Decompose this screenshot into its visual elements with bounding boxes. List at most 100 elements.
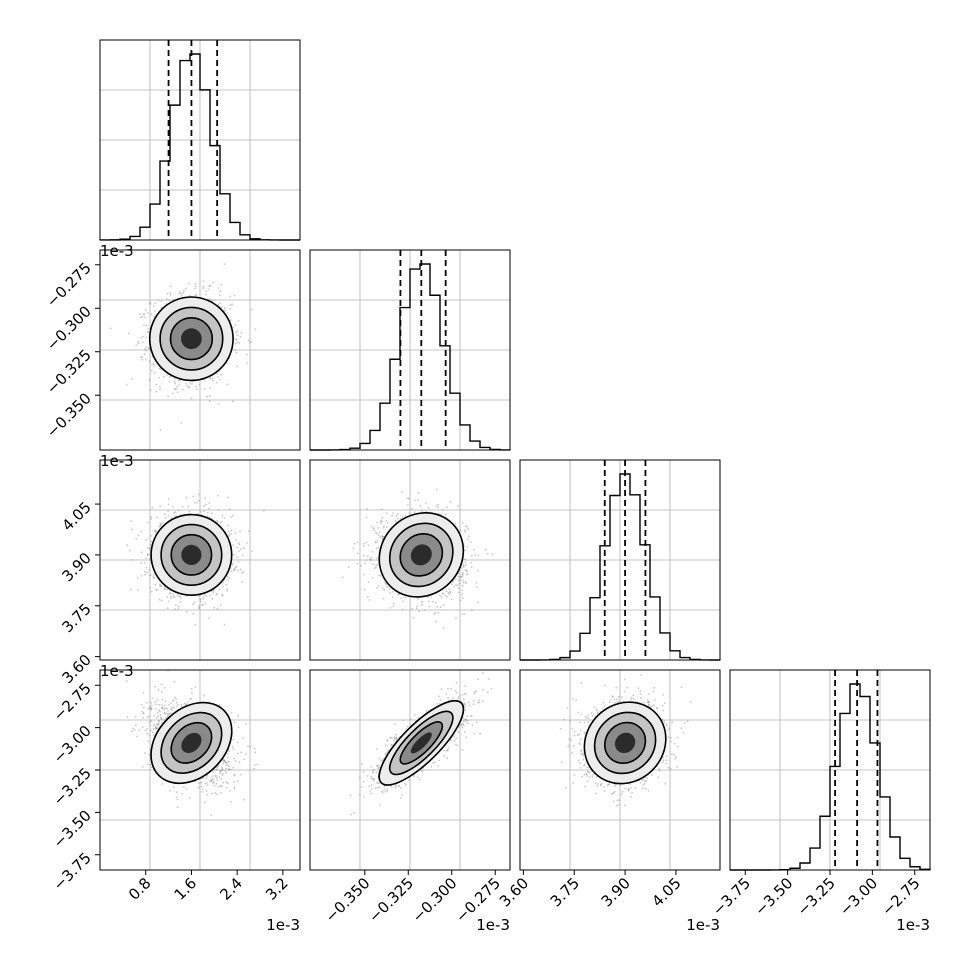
sample-point (357, 552, 359, 555)
sample-point (206, 793, 209, 796)
sample-point (373, 529, 376, 532)
sample-point (172, 595, 175, 598)
sample-point (470, 541, 472, 543)
sample-point (131, 528, 134, 531)
sample-point (149, 543, 152, 546)
sample-point (412, 617, 415, 619)
sample-point (463, 613, 466, 615)
sample-point (209, 298, 212, 301)
sample-point (215, 372, 218, 375)
sample-point (126, 544, 129, 547)
sample-point (385, 583, 388, 586)
sample-point (204, 293, 207, 296)
contour-line (388, 522, 454, 588)
sample-point (158, 367, 161, 370)
sample-point (192, 613, 195, 615)
sample-point (157, 299, 160, 301)
sample-point (491, 553, 494, 556)
sample-point (376, 532, 379, 535)
sample-point (227, 764, 230, 767)
sample-point (347, 566, 350, 568)
sample-point (457, 587, 460, 590)
sample-point (150, 313, 153, 316)
sample-point (215, 594, 218, 596)
sample-point (169, 285, 172, 288)
density-level (181, 328, 202, 350)
sample-point (150, 590, 153, 593)
sample-point (356, 541, 359, 544)
sample-point (156, 516, 158, 519)
sample-point (211, 377, 214, 380)
sample-point (388, 588, 391, 590)
scatter-panel-0-2 (99, 459, 301, 661)
sample-point (457, 505, 459, 507)
sample-point (137, 534, 140, 537)
sample-point (234, 342, 237, 345)
sample-point (224, 309, 227, 311)
sample-point (375, 547, 378, 550)
sample-point (246, 353, 248, 356)
sample-point (218, 294, 221, 297)
sample-point (383, 588, 386, 591)
sample-point (150, 516, 153, 519)
contour-line (170, 533, 213, 576)
sample-point (439, 606, 442, 609)
sample-point (394, 519, 396, 522)
sample-point (206, 395, 209, 398)
sample-point (461, 521, 464, 524)
sample-point (150, 540, 153, 543)
sample-point (209, 594, 212, 597)
sample-point (248, 339, 250, 342)
sample-point (166, 292, 169, 295)
sample-point (160, 599, 163, 602)
sample-point (376, 564, 379, 566)
sample-point (170, 517, 173, 519)
sample-point (363, 562, 366, 565)
sample-point (192, 495, 195, 498)
sample-point (143, 313, 146, 315)
sample-point (219, 588, 221, 591)
sample-point (170, 595, 173, 598)
sample-point (180, 513, 182, 515)
sample-point (445, 590, 448, 592)
sample-point (437, 611, 440, 614)
sample-point (179, 379, 182, 382)
sample-point (235, 338, 238, 340)
sample-point (169, 291, 172, 294)
sample-point (239, 548, 242, 550)
sample-point (230, 516, 232, 518)
sample-point (168, 592, 171, 594)
sample-point (162, 375, 165, 378)
sample-point (193, 501, 196, 504)
sample-point (147, 546, 150, 549)
sample-point (217, 287, 220, 289)
sample-point (203, 505, 205, 508)
sample-point (185, 497, 188, 499)
sample-point (459, 529, 462, 532)
sample-point (462, 581, 465, 584)
sample-point (209, 376, 212, 379)
sample-point (159, 505, 162, 508)
sample-point (235, 538, 238, 541)
sample-point (230, 570, 233, 573)
sample-point (171, 593, 174, 595)
sample-point (236, 365, 239, 368)
sample-point (233, 294, 236, 297)
sample-point (219, 378, 222, 381)
sample-point (159, 585, 162, 587)
sample-point (174, 388, 177, 391)
sample-point (378, 531, 381, 534)
sample-point (158, 376, 160, 379)
sample-point (171, 392, 174, 395)
sample-point (144, 570, 146, 573)
sample-point (423, 609, 426, 612)
sample-point (148, 361, 151, 363)
sample-point (149, 763, 152, 766)
sample-point (380, 520, 382, 523)
sample-point (406, 503, 409, 506)
sample-point (470, 555, 473, 557)
sample-point (356, 562, 359, 565)
sample-point (450, 598, 453, 601)
sample-point (453, 585, 455, 588)
